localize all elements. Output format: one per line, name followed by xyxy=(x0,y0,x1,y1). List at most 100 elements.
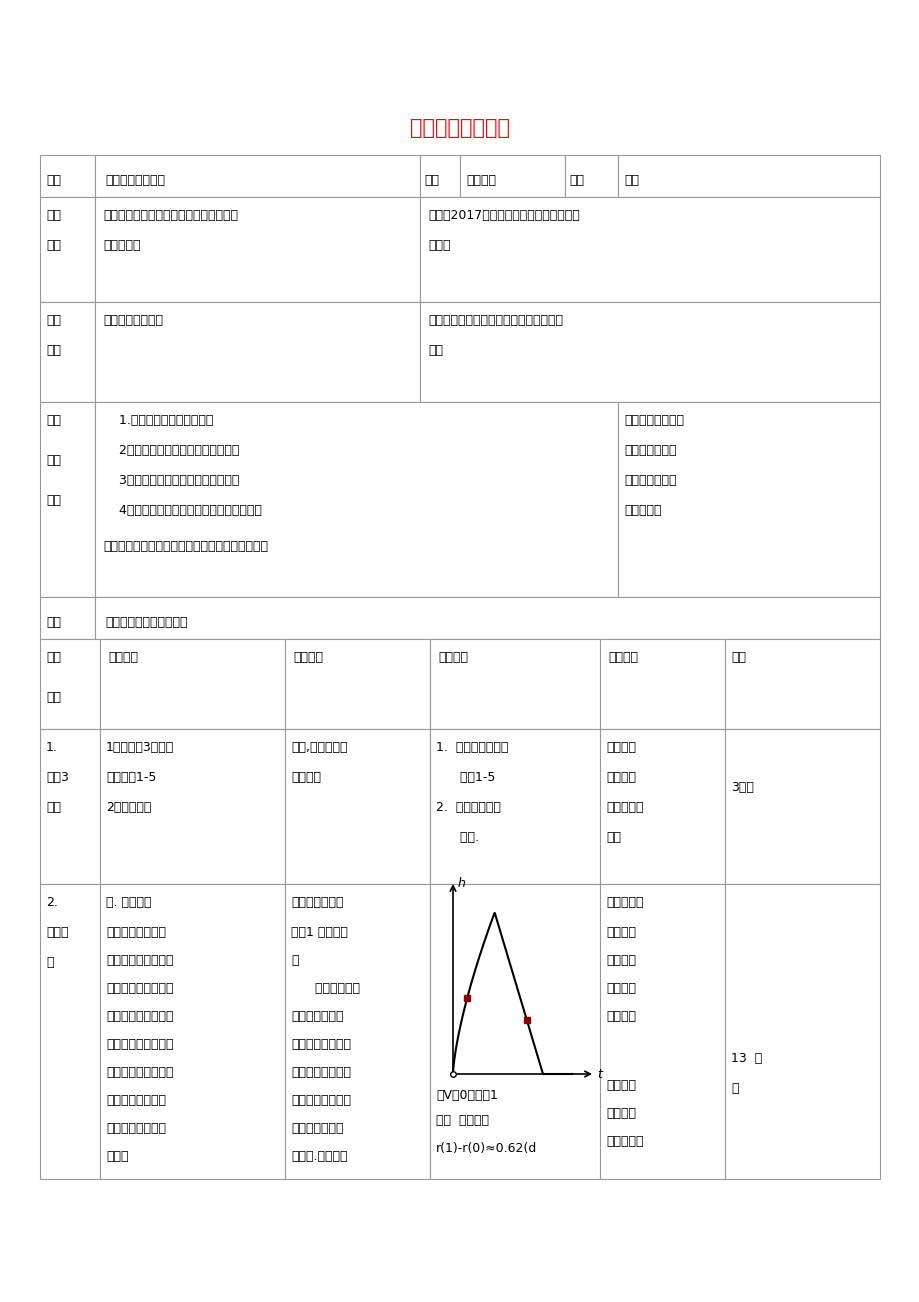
Text: 而是先设: 而是先设 xyxy=(606,1079,635,1092)
Text: 率: 率 xyxy=(290,954,298,967)
Text: 目标: 目标 xyxy=(46,493,61,506)
Bar xyxy=(618,155,879,197)
Text: 果: 果 xyxy=(46,956,53,969)
Text: 依据：2017年高考大纲分析：认识平均变: 依据：2017年高考大纲分析：认识平均变 xyxy=(427,210,579,223)
Text: 引入了函数，随着对: 引入了函数，随着对 xyxy=(106,1010,174,1023)
Text: 1.  小考：《预习测: 1. 小考：《预习测 xyxy=(436,741,508,754)
Text: 注：在本环: 注：在本环 xyxy=(606,896,642,909)
Text: 环节: 环节 xyxy=(46,691,61,704)
Bar xyxy=(724,884,879,1180)
Bar xyxy=(420,197,879,302)
Text: 习自测》1-5: 习自测》1-5 xyxy=(106,771,156,784)
Bar xyxy=(564,155,618,197)
Text: 课时: 课时 xyxy=(424,174,438,187)
Text: 函数的研究，产生了: 函数的研究，产生了 xyxy=(106,1038,174,1051)
Bar xyxy=(95,598,879,639)
Text: 函数的平均变化率: 函数的平均变化率 xyxy=(410,118,509,138)
Text: h: h xyxy=(458,878,465,891)
Text: 课型: 课型 xyxy=(568,174,584,187)
Text: 球回忆一下吹气: 球回忆一下吹气 xyxy=(290,1010,343,1023)
Text: 标，准备学: 标，准备学 xyxy=(606,801,642,814)
Text: 交待导数: 交待导数 xyxy=(606,982,635,995)
Text: 立以自然科学中四: 立以自然科学中四 xyxy=(106,1094,165,1107)
Text: 时间: 时间 xyxy=(731,651,745,664)
Text: 平均变化率的概念: 平均变化率的概念 xyxy=(103,314,163,327)
Text: 意义打基础: 意义打基础 xyxy=(623,504,661,517)
Text: 例，一来是: 例，一来是 xyxy=(606,1135,642,1148)
Text: 引入变化率的思: 引入变化率的思 xyxy=(623,444,675,457)
Bar xyxy=(100,884,285,1180)
Text: 新授: 新授 xyxy=(623,174,639,187)
Bar xyxy=(95,402,618,598)
Bar xyxy=(599,884,724,1180)
Bar xyxy=(40,639,100,729)
Text: 理由：由平均速度: 理由：由平均速度 xyxy=(623,414,683,427)
Bar xyxy=(95,302,420,402)
Text: 现，随着气球内空: 现，随着气球内空 xyxy=(290,1066,351,1079)
Text: 评》1-5: 评》1-5 xyxy=(436,771,494,784)
Bar xyxy=(40,402,95,598)
Text: 我们都吹过气: 我们都吹过气 xyxy=(290,982,359,995)
Text: 球的过程，可以发: 球的过程，可以发 xyxy=(290,1038,351,1051)
Text: 13  分: 13 分 xyxy=(731,1052,762,1065)
Text: 函数的平均变化率: 函数的平均变化率 xyxy=(105,174,165,187)
Text: 重点: 重点 xyxy=(46,240,61,253)
Text: 3分钟: 3分钟 xyxy=(731,781,753,794)
Text: 来越慢.从数学角: 来越慢.从数学角 xyxy=(290,1150,347,1163)
Text: r(1)-r(0)≈0.62(d: r(1)-r(0)≈0.62(d xyxy=(436,1142,537,1155)
Text: 1.学生能提升数型结合能力: 1.学生能提升数型结合能力 xyxy=(103,414,213,427)
Text: 想为导数概念和: 想为导数概念和 xyxy=(623,474,675,487)
Text: 2.: 2. xyxy=(46,896,58,909)
Bar xyxy=(599,639,724,729)
Bar xyxy=(724,639,879,729)
Bar xyxy=(429,639,599,729)
Text: 气容量的增加，气: 气容量的增加，气 xyxy=(290,1094,351,1107)
Text: 化率。: 化率。 xyxy=(427,240,450,253)
Bar xyxy=(40,884,100,1180)
Text: 一. 创设情景: 一. 创设情景 xyxy=(106,896,152,909)
Text: 2.  提出自主学习: 2. 提出自主学习 xyxy=(436,801,500,814)
Text: 困惑.: 困惑. xyxy=(436,831,479,844)
Bar xyxy=(100,729,285,884)
Text: 教学: 教学 xyxy=(46,314,61,327)
Text: 当V从0增加到1: 当V从0增加到1 xyxy=(436,1088,497,1101)
Text: 分钟: 分钟 xyxy=(46,801,61,814)
Text: 4学生会求函数在某点处附近的平均变化率: 4学生会求函数在某点处附近的平均变化率 xyxy=(103,504,262,517)
Text: 2、目标解读: 2、目标解读 xyxy=(106,801,152,814)
Text: 课前3: 课前3 xyxy=(46,771,69,784)
Text: 学生行为: 学生行为 xyxy=(437,651,468,664)
Bar xyxy=(100,639,285,729)
Text: 学习: 学习 xyxy=(46,454,61,467)
Bar xyxy=(285,729,429,884)
Text: 节中不急: 节中不急 xyxy=(606,926,635,939)
Text: 1.: 1. xyxy=(46,741,58,754)
Text: 平均变化率的概念、函数在某点处附近的: 平均变化率的概念、函数在某点处附近的 xyxy=(103,210,238,223)
Bar xyxy=(420,302,879,402)
Text: 关系: 关系 xyxy=(427,344,443,357)
Bar xyxy=(40,155,95,197)
Bar xyxy=(285,639,429,729)
Text: 教学: 教学 xyxy=(46,210,61,223)
Bar xyxy=(40,197,95,302)
Text: 教师行为: 教师行为 xyxy=(292,651,323,664)
Text: 相关；: 相关； xyxy=(106,1150,129,1163)
Bar xyxy=(618,402,879,598)
Text: 课学习目: 课学习目 xyxy=(606,771,635,784)
Text: 承接结: 承接结 xyxy=(46,926,68,939)
Text: 1、教辅第3页《预: 1、教辅第3页《预 xyxy=(106,741,174,754)
Text: 计一个实: 计一个实 xyxy=(606,1107,635,1120)
Text: 教学内容: 教学内容 xyxy=(108,651,138,664)
Text: 于向学生: 于向学生 xyxy=(606,954,635,967)
Text: 检查,评价总结小: 检查,评价总结小 xyxy=(290,741,347,754)
Text: 微积分，微积分的创: 微积分，微积分的创 xyxy=(106,1066,174,1079)
Bar xyxy=(95,155,420,197)
Bar xyxy=(429,884,599,1180)
Text: 3学生说出平均变化率的几何意义；: 3学生说出平均变化率的几何意义； xyxy=(103,474,239,487)
Text: 中运动、过程等变化: 中运动、过程等变化 xyxy=(106,954,174,967)
Text: t: t xyxy=(596,1068,601,1081)
Text: 的定义。: 的定义。 xyxy=(606,1010,635,1023)
Text: 着的现象，在数学中: 着的现象，在数学中 xyxy=(106,982,174,995)
Bar xyxy=(95,197,420,302)
Bar xyxy=(724,729,879,884)
Text: 课题: 课题 xyxy=(46,174,61,187)
